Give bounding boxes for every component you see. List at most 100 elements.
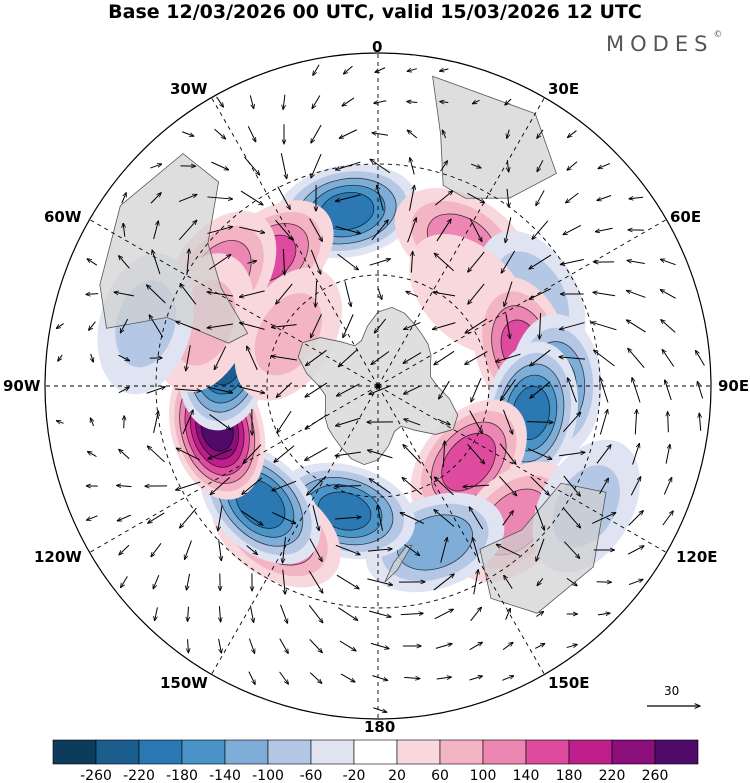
wind-vector (336, 574, 359, 589)
wind-vector (275, 219, 293, 240)
wind-vector (505, 313, 510, 339)
wind-vector (247, 126, 256, 142)
wind-vector (368, 610, 391, 617)
wind-vector (530, 381, 551, 398)
wind-vector (532, 220, 549, 239)
wind-vector (148, 512, 165, 523)
wind-vector (598, 162, 611, 168)
colorbar-tick-label: 60 (431, 768, 449, 783)
wind-vector (660, 259, 676, 266)
australia-landmass (479, 482, 607, 614)
colorbar-tick-label: 100 (470, 768, 497, 783)
wind-vector (308, 570, 323, 593)
anomaly-center (199, 443, 321, 565)
wind-vector (279, 638, 288, 654)
wind-vector (662, 350, 675, 367)
wind-vector (334, 517, 361, 519)
wind-vector (186, 345, 191, 371)
colorbar-swatch (482, 739, 527, 765)
wind-vector (537, 578, 544, 585)
wind-vector (312, 505, 319, 530)
brand-mark: © (713, 30, 723, 40)
wind-vector (309, 538, 322, 562)
wind-vector (534, 644, 545, 649)
wind-vector (591, 513, 616, 524)
wind-vector (185, 540, 192, 560)
wind-vector (182, 131, 194, 136)
lon-label-30w: 30W (170, 80, 208, 98)
wind-vector (696, 350, 705, 366)
colorbar-tick-label: -140 (209, 768, 241, 783)
wind-vector (240, 510, 263, 525)
wind-vector (635, 410, 636, 435)
wind-vector (404, 677, 420, 678)
wind-vector (627, 260, 645, 265)
wind-vector (501, 250, 516, 273)
wind-vector (536, 612, 543, 617)
wind-vector (283, 94, 285, 110)
wind-vector (311, 313, 322, 338)
latitude-circle (155, 163, 601, 609)
lon-label-30e: 30E (548, 80, 580, 98)
colorbar-swatch (396, 739, 441, 765)
wind-vector (271, 324, 297, 328)
wind-vector (249, 605, 253, 623)
wind-vector (377, 185, 384, 211)
wind-vector (473, 570, 479, 595)
wind-vector (559, 322, 585, 330)
wind-vector (404, 322, 421, 330)
wind-vector (471, 377, 482, 402)
brand-name: MODES (606, 32, 714, 56)
wind-vector (88, 451, 97, 457)
wind-vector (207, 197, 232, 199)
lon-label-150w: 150W (160, 674, 208, 692)
wind-vector (599, 478, 609, 494)
wind-vector (375, 67, 386, 73)
colorbar-swatch (353, 739, 398, 765)
wind-vector (377, 288, 382, 299)
wind-vector (626, 320, 646, 333)
wind-vector (153, 221, 159, 240)
wind-vector (530, 349, 551, 366)
wind-vector (186, 249, 189, 275)
wind-vector (592, 322, 617, 331)
colorbar-swatch (654, 739, 699, 765)
colorbar-swatch (310, 739, 355, 765)
wind-vector (504, 281, 513, 307)
colorbar: -260 -220 -180 -140 -100 -60 -20 20 60 100 140 180 2… (52, 739, 699, 783)
wind-vector (529, 288, 551, 300)
wind-vector (56, 323, 64, 329)
lon-label-120e: 120E (676, 548, 718, 566)
wind-vector (311, 124, 322, 143)
wind-vector (699, 413, 700, 431)
wind-vector (469, 642, 483, 651)
lon-label-60e: 60E (670, 208, 702, 226)
wind-vector (305, 414, 328, 429)
wind-vector (697, 381, 704, 399)
wind-vector (434, 350, 455, 364)
wind-vector (411, 251, 412, 273)
wind-vector (527, 448, 552, 460)
wind-vector (176, 448, 200, 461)
wind-vector (335, 451, 361, 456)
wind-vector (496, 353, 521, 362)
wind-vector (468, 283, 485, 304)
wind-vector (469, 507, 484, 530)
wind-vector (207, 386, 232, 393)
wind-vector (409, 185, 415, 211)
wind-vector (440, 161, 448, 172)
graticule (45, 53, 711, 719)
colorbar-swatch (52, 739, 97, 765)
colorbar-swatch (224, 739, 269, 765)
wind-vector (118, 354, 130, 361)
wind-vector (504, 575, 513, 589)
wind-vector (123, 223, 125, 237)
wind-vector (628, 511, 644, 526)
africa-landmass (432, 75, 557, 199)
wind-vector (119, 449, 130, 460)
lon-label-60w: 60W (44, 208, 82, 226)
wind-vector (369, 479, 391, 494)
wind-vector (440, 537, 448, 563)
wind-vector (277, 410, 292, 433)
wind-vector (400, 513, 424, 524)
